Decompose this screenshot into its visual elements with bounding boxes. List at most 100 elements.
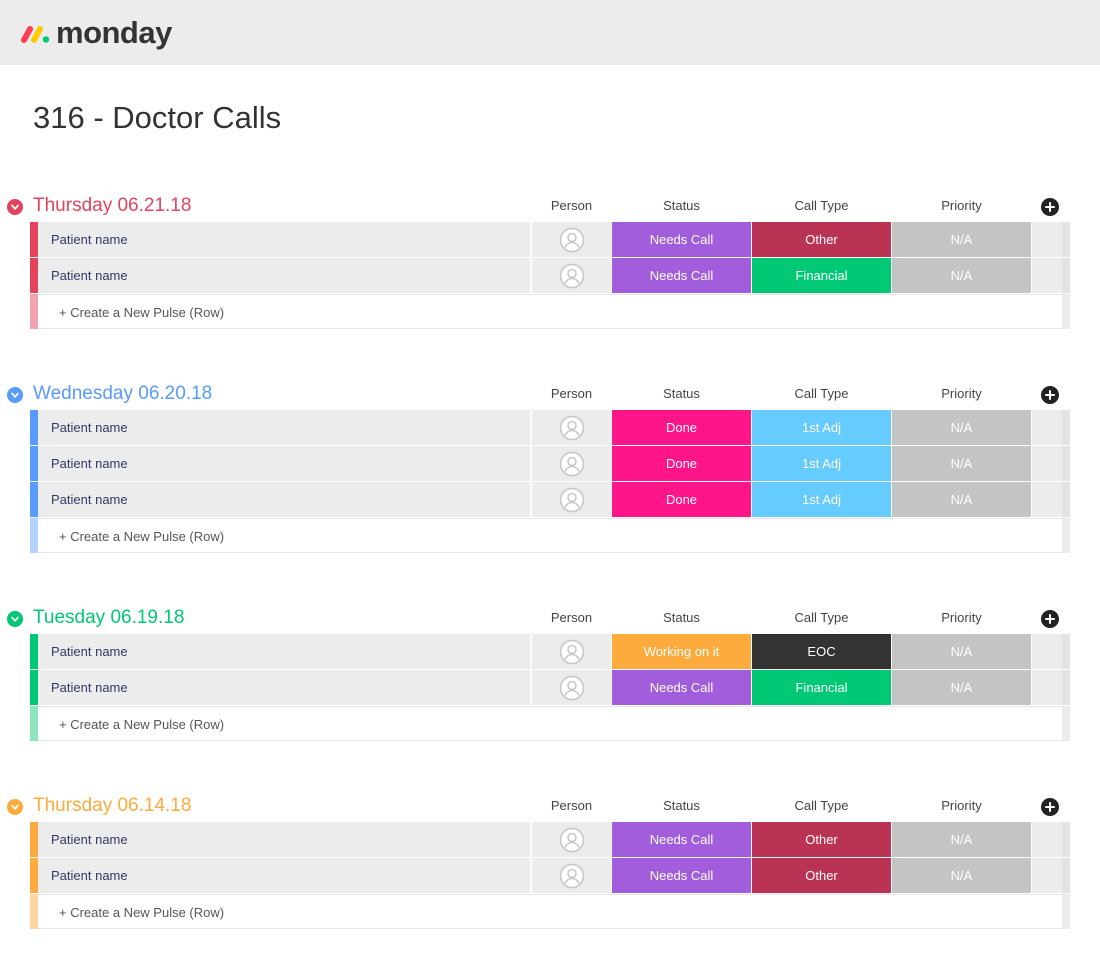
column-header-call-type[interactable]: Call Type — [794, 386, 849, 401]
column-header-status[interactable]: Status — [663, 610, 700, 625]
call-type-cell[interactable]: Other — [752, 858, 891, 893]
person-avatar-icon[interactable] — [559, 263, 585, 289]
create-pulse-input[interactable]: + Create a New Pulse (Row) — [38, 294, 1062, 329]
pulse-name[interactable]: Patient name — [51, 492, 128, 507]
column-header-priority[interactable]: Priority — [941, 198, 982, 213]
call-type-cell[interactable]: Other — [752, 822, 891, 857]
group-title[interactable]: Thursday 06.21.18 — [33, 195, 192, 216]
create-pulse-label[interactable]: + Create a New Pulse (Row) — [59, 717, 225, 732]
person-cell[interactable] — [532, 258, 611, 293]
person-avatar-icon[interactable] — [559, 227, 585, 253]
person-cell[interactable] — [532, 858, 611, 893]
group-title[interactable]: Thursday 06.14.18 — [33, 795, 192, 816]
priority-cell[interactable]: N/A — [892, 258, 1031, 293]
call-type-cell[interactable]: 1st Adj — [752, 482, 891, 517]
person-avatar-icon[interactable] — [559, 863, 585, 889]
pulse-name[interactable]: Patient name — [51, 832, 128, 847]
person-avatar-icon[interactable] — [559, 451, 585, 477]
person-cell[interactable] — [532, 822, 611, 857]
group-collapse-button[interactable] — [7, 611, 23, 627]
person-avatar-icon[interactable] — [559, 487, 585, 513]
group-collapse-button[interactable] — [7, 199, 23, 215]
priority-cell[interactable]: N/A — [892, 822, 1031, 857]
pulse-name[interactable]: Patient name — [51, 268, 128, 283]
add-column-button[interactable] — [1041, 798, 1059, 816]
board-title[interactable]: 316 - Doctor Calls — [33, 100, 282, 135]
status-cell[interactable]: Needs Call — [612, 258, 751, 293]
column-header-status[interactable]: Status — [663, 798, 700, 813]
person-avatar-icon[interactable] — [559, 415, 585, 441]
pulse-name-cell[interactable]: Patient name — [38, 258, 530, 293]
pulse-name[interactable]: Patient name — [51, 644, 128, 659]
person-cell[interactable] — [532, 670, 611, 705]
status-cell[interactable]: Done — [612, 410, 751, 445]
column-header-call-type[interactable]: Call Type — [794, 798, 849, 813]
column-header-call-type[interactable]: Call Type — [794, 198, 849, 213]
add-column-button[interactable] — [1041, 386, 1059, 404]
column-header-priority[interactable]: Priority — [941, 610, 982, 625]
monday-logo[interactable]: monday — [20, 16, 172, 50]
pulse-name[interactable]: Patient name — [51, 232, 128, 247]
group-collapse-button[interactable] — [7, 387, 23, 403]
pulse-name[interactable]: Patient name — [51, 456, 128, 471]
column-header-person[interactable]: Person — [550, 386, 593, 401]
priority-cell[interactable]: N/A — [892, 634, 1031, 669]
person-cell[interactable] — [532, 482, 611, 517]
status-cell[interactable]: Done — [612, 446, 751, 481]
pulse-name-cell[interactable]: Patient name — [38, 822, 530, 857]
create-pulse-label[interactable]: + Create a New Pulse (Row) — [59, 529, 225, 544]
add-column-button[interactable] — [1041, 198, 1059, 216]
person-avatar-icon[interactable] — [559, 639, 585, 665]
column-header-priority[interactable]: Priority — [941, 798, 982, 813]
group-title[interactable]: Wednesday 06.20.18 — [33, 383, 213, 404]
person-avatar-icon[interactable] — [559, 675, 585, 701]
pulse-name[interactable]: Patient name — [51, 420, 128, 435]
column-header-status[interactable]: Status — [663, 198, 700, 213]
group-title[interactable]: Tuesday 06.19.18 — [33, 607, 185, 628]
status-cell[interactable]: Done — [612, 482, 751, 517]
person-cell[interactable] — [532, 634, 611, 669]
pulse-name-cell[interactable]: Patient name — [38, 446, 530, 481]
status-cell[interactable]: Needs Call — [612, 222, 751, 257]
call-type-cell[interactable]: 1st Adj — [752, 410, 891, 445]
status-cell[interactable]: Working on it — [612, 634, 751, 669]
column-header-priority[interactable]: Priority — [941, 386, 982, 401]
pulse-name[interactable]: Patient name — [51, 680, 128, 695]
call-type-cell[interactable]: 1st Adj — [752, 446, 891, 481]
priority-cell[interactable]: N/A — [892, 410, 1031, 445]
column-header-status[interactable]: Status — [663, 386, 700, 401]
create-pulse-label[interactable]: + Create a New Pulse (Row) — [59, 305, 225, 320]
call-type-cell[interactable]: Financial — [752, 670, 891, 705]
pulse-name-cell[interactable]: Patient name — [38, 634, 530, 669]
call-type-cell[interactable]: Financial — [752, 258, 891, 293]
column-header-person[interactable]: Person — [550, 610, 593, 625]
person-cell[interactable] — [532, 446, 611, 481]
pulse-name-cell[interactable]: Patient name — [38, 482, 530, 517]
add-column-button[interactable] — [1041, 610, 1059, 628]
person-cell[interactable] — [532, 222, 611, 257]
person-avatar-icon[interactable] — [559, 827, 585, 853]
call-type-cell[interactable]: EOC — [752, 634, 891, 669]
create-pulse-input[interactable]: + Create a New Pulse (Row) — [38, 894, 1062, 929]
priority-cell[interactable]: N/A — [892, 222, 1031, 257]
pulse-name[interactable]: Patient name — [51, 868, 128, 883]
priority-cell[interactable]: N/A — [892, 482, 1031, 517]
status-cell[interactable]: Needs Call — [612, 822, 751, 857]
pulse-name-cell[interactable]: Patient name — [38, 858, 530, 893]
person-cell[interactable] — [532, 410, 611, 445]
column-header-call-type[interactable]: Call Type — [794, 610, 849, 625]
column-header-person[interactable]: Person — [550, 198, 593, 213]
status-cell[interactable]: Needs Call — [612, 858, 751, 893]
create-pulse-label[interactable]: + Create a New Pulse (Row) — [59, 905, 225, 920]
create-pulse-input[interactable]: + Create a New Pulse (Row) — [38, 706, 1062, 741]
priority-cell[interactable]: N/A — [892, 858, 1031, 893]
status-cell[interactable]: Needs Call — [612, 670, 751, 705]
pulse-name-cell[interactable]: Patient name — [38, 222, 530, 257]
group-collapse-button[interactable] — [7, 799, 23, 815]
call-type-cell[interactable]: Other — [752, 222, 891, 257]
pulse-name-cell[interactable]: Patient name — [38, 670, 530, 705]
priority-cell[interactable]: N/A — [892, 670, 1031, 705]
create-pulse-input[interactable]: + Create a New Pulse (Row) — [38, 518, 1062, 553]
priority-cell[interactable]: N/A — [892, 446, 1031, 481]
pulse-name-cell[interactable]: Patient name — [38, 410, 530, 445]
